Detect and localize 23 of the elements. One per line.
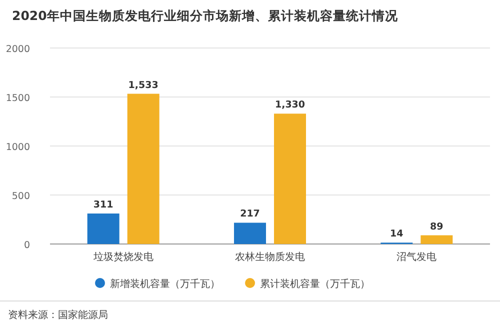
y-tick-label: 1000 xyxy=(6,142,30,153)
y-tick-label: 1500 xyxy=(6,93,30,104)
x-tick-label: 农林生物质发电 xyxy=(235,251,305,263)
data-label: 1,533 xyxy=(128,80,158,91)
chart-title: 2020年中国生物质发电行业细分市场新增、累计装机容量统计情况 xyxy=(12,8,399,23)
bar xyxy=(87,214,120,244)
bar xyxy=(420,235,453,244)
bar xyxy=(274,114,306,244)
data-label: 311 xyxy=(93,200,114,211)
y-tick-label: 2000 xyxy=(6,44,30,55)
x-tick-label: 垃圾焚烧发电 xyxy=(92,251,154,263)
data-label: 217 xyxy=(240,208,260,220)
bar xyxy=(127,94,160,244)
x-tick-label: 沼气发电 xyxy=(396,251,437,263)
legend-label: 累计装机容量（万千瓦） xyxy=(260,278,370,290)
text: 资料来源：国家能源局 xyxy=(8,309,108,321)
y-tick-label: 0 xyxy=(24,240,30,251)
data-label: 1,330 xyxy=(274,100,306,111)
y-tick-label: 500 xyxy=(12,191,30,202)
data-label: 14 xyxy=(390,228,404,240)
bar xyxy=(234,222,266,244)
legend-label: 新增装机容量（万千瓦） xyxy=(110,278,220,290)
data-label: 89 xyxy=(430,221,444,232)
